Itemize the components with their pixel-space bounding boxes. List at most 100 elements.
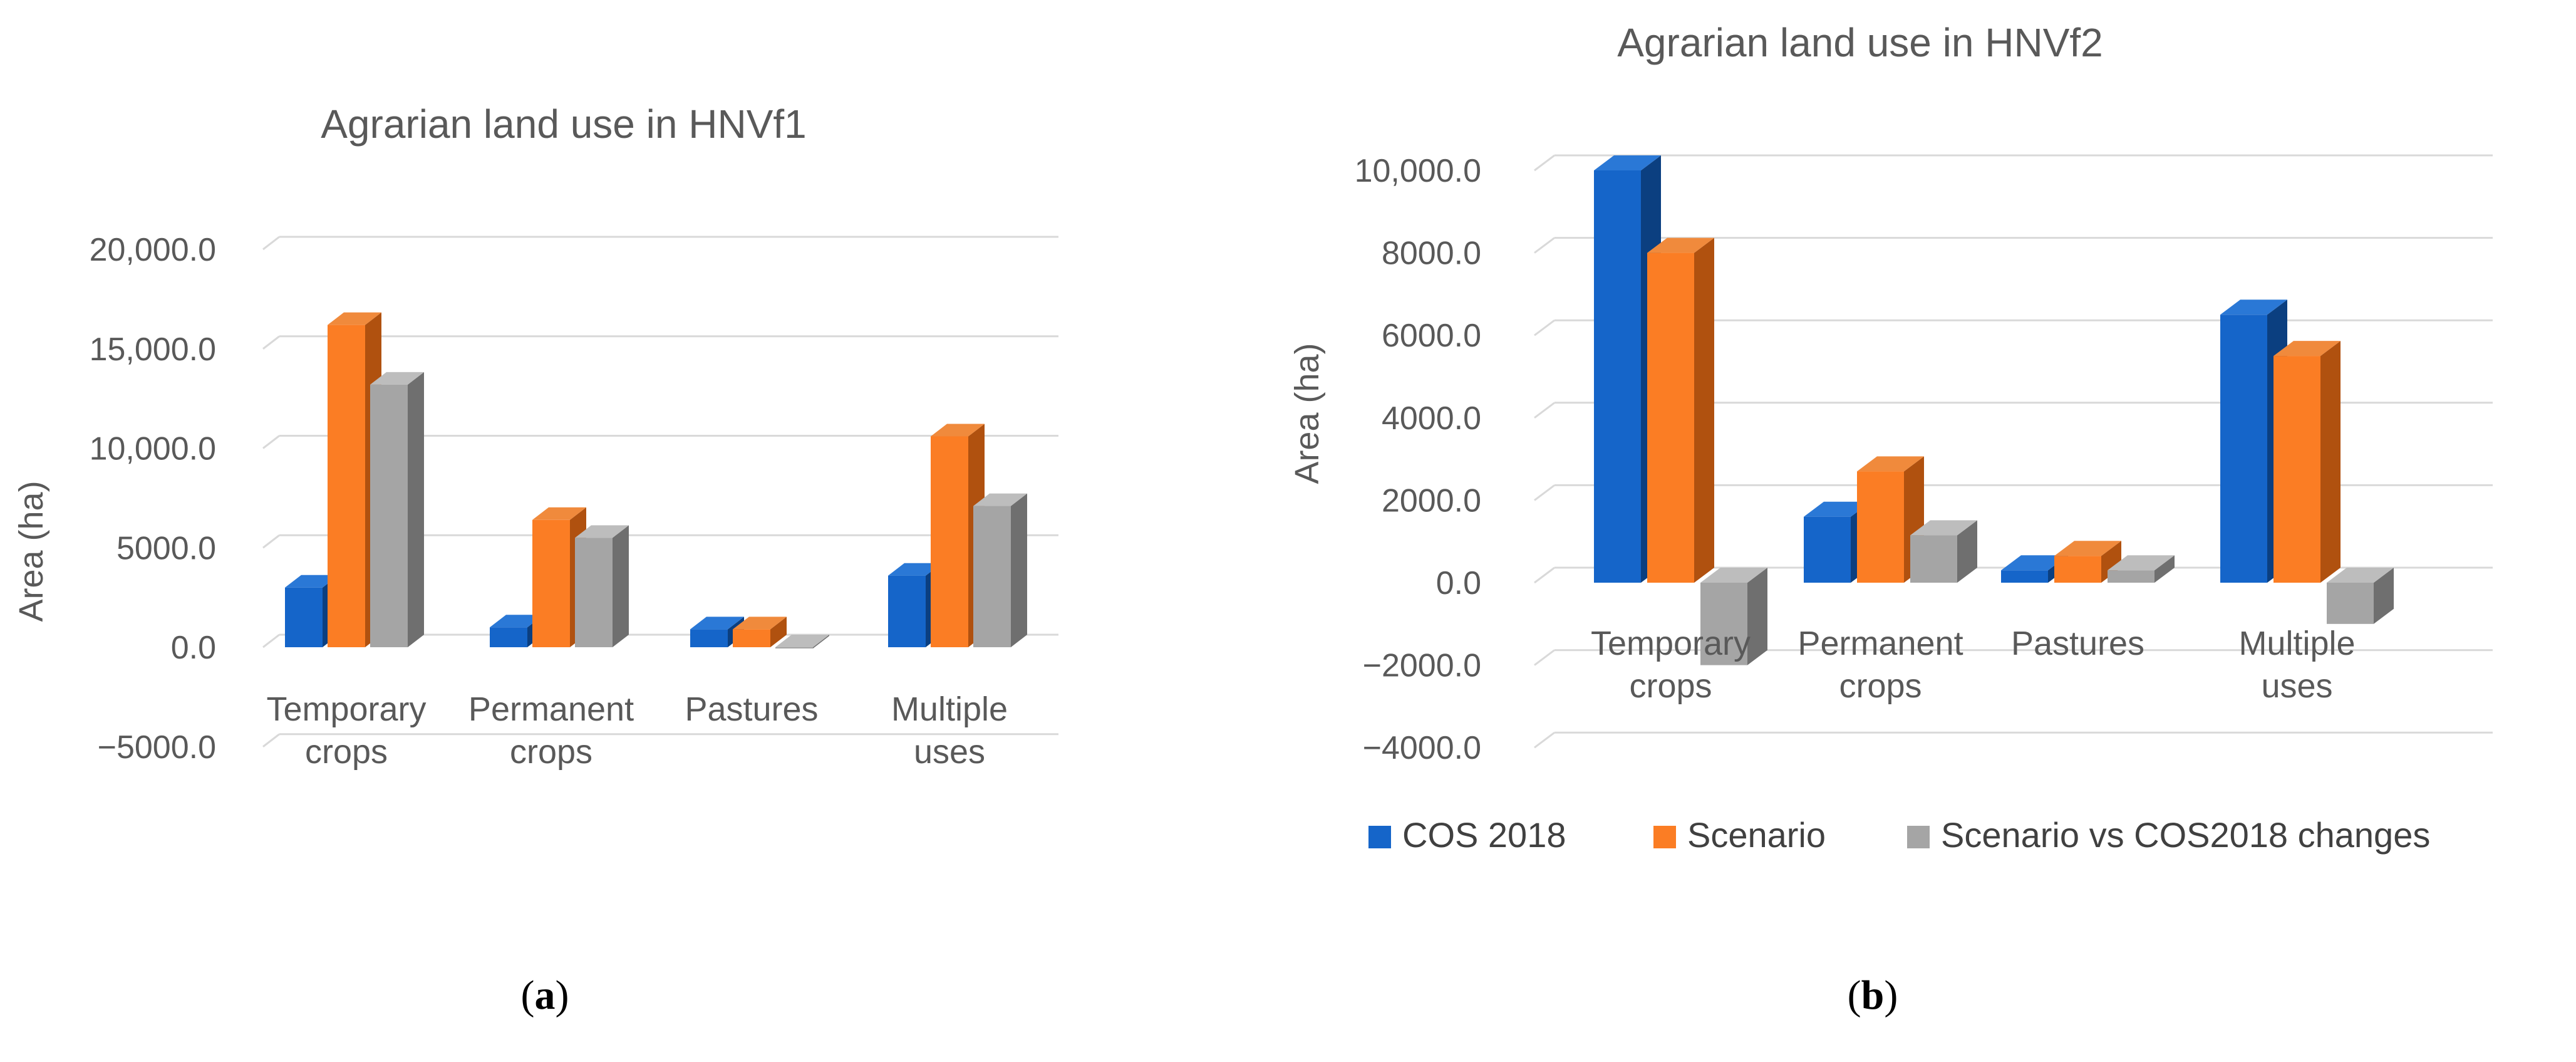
category-label: Pastures: [685, 690, 818, 728]
y-axis-label: Area (ha): [1288, 343, 1326, 484]
category-label: crops: [1629, 667, 1712, 705]
bar-front: [2054, 556, 2101, 583]
gridline-skew: [1534, 237, 1555, 254]
y-tick-label: 0.0: [1436, 565, 1481, 601]
bar-front: [1594, 170, 1641, 583]
bar-front: [2001, 570, 2048, 583]
bar-side: [2320, 341, 2341, 583]
bar-scenario: [1647, 237, 1714, 583]
y-tick-label: 6000.0: [1382, 318, 1481, 354]
gridline-skew: [1534, 320, 1555, 336]
bar-front: [1647, 252, 1694, 583]
category-label: crops: [510, 733, 592, 771]
bar-scenario: [733, 617, 787, 647]
bar-side: [408, 372, 424, 647]
bar-top: [1910, 520, 1977, 536]
chart-b: Agrarian land use in HNVf2 −4000.0 −2000.0…: [1288, 20, 2493, 1018]
bar-front: [1857, 471, 1904, 583]
bar-side: [2154, 555, 2175, 583]
bar-side: [1694, 237, 1714, 583]
chart-title: Agrarian land use in HNVf2: [1617, 20, 2103, 65]
bar-scenario-vs-cos2018-changes: [1700, 568, 1767, 665]
category-label: Multiple: [2238, 625, 2355, 662]
bar-top: [1700, 568, 1767, 583]
bar-top: [931, 424, 985, 437]
bar-top: [575, 525, 629, 538]
bar-top: [1594, 155, 1661, 170]
gridline-skew: [262, 435, 280, 449]
category-label: Temporary: [266, 690, 426, 728]
chart-a: Agrarian land use in HNVf1 −5000.0 0.0 5000…: [13, 102, 1058, 1018]
bar-top: [285, 575, 339, 588]
gridline-skew: [1534, 402, 1555, 419]
bar-scenario: [931, 424, 985, 647]
bar-scenario-vs-cos2018-changes: [775, 635, 829, 648]
bar-top: [490, 615, 544, 628]
category-label: crops: [305, 733, 388, 771]
legend-swatch: [1653, 826, 1676, 848]
y-tick-label: 10,000.0: [90, 431, 216, 467]
category-label: Permanent: [1798, 625, 1963, 662]
legend-label: COS 2018: [1402, 815, 1566, 855]
y-tick-label: −5000.0: [98, 729, 216, 766]
bar-scenario-vs-cos2018-changes: [1910, 520, 1977, 583]
y-tick-label: 4000.0: [1382, 400, 1481, 437]
bar-top: [2054, 541, 2121, 556]
bar-side: [2101, 541, 2121, 583]
bar-top: [733, 617, 787, 630]
bar-front: [690, 629, 728, 647]
bar-front: [490, 627, 527, 647]
panel-label: (b): [1848, 972, 1898, 1018]
chart-title: Agrarian land use in HNVf1: [321, 102, 807, 147]
y-tick-label: 2000.0: [1382, 482, 1481, 519]
bar-side: [1011, 493, 1027, 647]
bar-front: [575, 538, 613, 647]
y-tick-label: −4000.0: [1363, 730, 1481, 766]
y-tick-label: 0.0: [171, 630, 216, 666]
bar-front: [1910, 535, 1957, 583]
bar-scenario-vs-cos2018-changes: [575, 525, 629, 647]
y-tick-label: 15,000.0: [90, 331, 216, 368]
bar-front: [285, 587, 323, 647]
bar-front: [775, 647, 813, 648]
bar-scenario-vs-cos2018-changes: [2108, 555, 2175, 583]
bar-top: [2220, 299, 2287, 315]
bar-side: [2374, 568, 2394, 624]
bar-top: [973, 493, 1027, 506]
bar-cos-2018: [2220, 299, 2287, 583]
category-label: Temporary: [1591, 625, 1751, 662]
category-label: Permanent: [468, 690, 634, 728]
panel-label: (a): [521, 972, 569, 1018]
y-tick-label: −2000.0: [1363, 648, 1481, 684]
legend-label: Scenario: [1687, 815, 1826, 855]
bar-scenario-vs-cos2018-changes: [973, 493, 1027, 647]
bar-top: [2108, 555, 2175, 571]
bar-scenario: [2273, 341, 2341, 583]
y-tick-label: 5000.0: [116, 530, 216, 566]
legend-swatch: [1907, 826, 1930, 848]
bar-top: [690, 617, 744, 630]
bar-side: [1747, 568, 1767, 665]
bar-top: [328, 312, 381, 325]
gridline-skew: [262, 733, 280, 747]
bar-top: [2001, 555, 2068, 571]
bar-side: [613, 525, 629, 647]
gridline-skew: [1534, 649, 1555, 666]
legend-label: Scenario vs COS2018 changes: [1941, 815, 2430, 855]
bar-side: [813, 635, 829, 648]
bar-front: [532, 519, 570, 647]
gridline-skew: [262, 335, 280, 350]
bar-top: [370, 372, 424, 385]
y-tick-label: 10,000.0: [1355, 153, 1481, 189]
bar-front: [973, 506, 1011, 647]
bar-top: [1804, 501, 1871, 517]
bar-scenario: [2054, 541, 2121, 583]
gridline-skew: [262, 633, 280, 648]
y-tick-label: 8000.0: [1382, 236, 1481, 272]
bar-front: [370, 384, 408, 647]
bar-top: [1857, 456, 1924, 472]
bar-top: [532, 507, 586, 520]
bar-scenario-vs-cos2018-changes: [2327, 568, 2394, 624]
